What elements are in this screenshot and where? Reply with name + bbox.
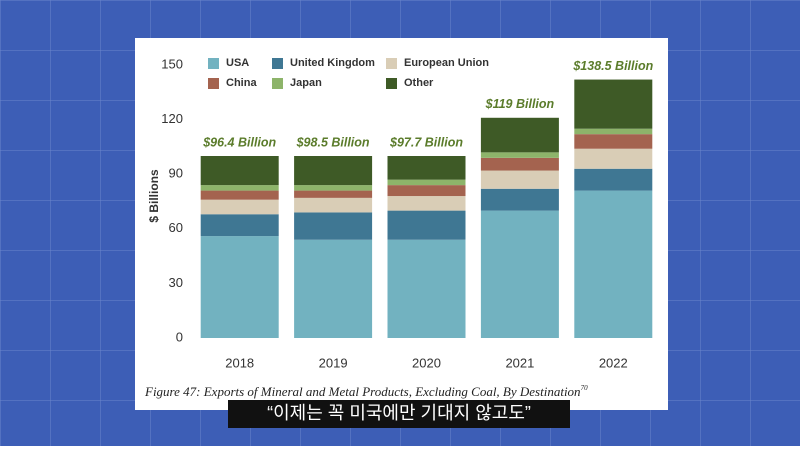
bar-segment bbox=[387, 156, 466, 180]
bar-segment bbox=[574, 168, 653, 191]
bar-segment bbox=[387, 179, 466, 186]
total-label: $119 Billion bbox=[485, 97, 555, 111]
bar-segment bbox=[294, 239, 373, 338]
legend-swatch bbox=[386, 58, 397, 69]
bar-segment bbox=[387, 210, 466, 240]
bar-segment bbox=[294, 197, 373, 213]
caption-note: 70 bbox=[581, 384, 589, 392]
legend-swatch bbox=[272, 78, 283, 89]
bar-segment bbox=[200, 199, 279, 215]
bar-segment bbox=[294, 185, 373, 191]
total-label: $97.7 Billion bbox=[389, 135, 463, 149]
bar-segment bbox=[294, 190, 373, 198]
bar-segment bbox=[200, 214, 279, 237]
y-tick-label: 150 bbox=[161, 56, 183, 71]
y-axis-label: $ Billions bbox=[147, 169, 161, 223]
legend-swatch bbox=[208, 58, 219, 69]
x-tick-label: 2021 bbox=[505, 355, 534, 370]
legend-label: China bbox=[226, 77, 257, 89]
total-label: $96.4 Billion bbox=[202, 135, 276, 149]
bar-segment bbox=[480, 152, 559, 158]
x-tick-label: 2018 bbox=[225, 355, 254, 370]
bar-segment bbox=[574, 134, 653, 149]
bar-segment bbox=[574, 128, 653, 135]
y-tick-label: 120 bbox=[161, 111, 183, 126]
figure-caption: Figure 47: Exports of Mineral and Metal … bbox=[144, 384, 588, 399]
bar-segment bbox=[387, 185, 466, 197]
x-tick-label: 2020 bbox=[412, 355, 441, 370]
subtitle-box bbox=[228, 400, 570, 428]
legend-label: USA bbox=[226, 57, 249, 69]
x-tick-label: 2022 bbox=[599, 355, 628, 370]
bar-segment bbox=[574, 148, 653, 169]
total-label: $98.5 Billion bbox=[296, 135, 370, 149]
bar-segment bbox=[480, 210, 559, 338]
legend-swatch bbox=[386, 78, 397, 89]
legend-swatch bbox=[208, 78, 219, 89]
subtitle: “이제는 꼭 미국에만 기대지 않고도” bbox=[267, 403, 531, 423]
x-tick-label: 2019 bbox=[319, 355, 348, 370]
bar-segment bbox=[480, 188, 559, 211]
legend-swatch bbox=[272, 58, 283, 69]
y-tick-label: 90 bbox=[169, 166, 183, 181]
bar-segment bbox=[574, 79, 653, 129]
bar-segment bbox=[480, 157, 559, 171]
legend-label: United Kingdom bbox=[290, 57, 375, 69]
bar-segment bbox=[200, 156, 279, 186]
caption-text: Figure 47: Exports of Mineral and Metal … bbox=[144, 384, 581, 399]
legend-label: Other bbox=[404, 77, 434, 89]
bar-segment bbox=[480, 170, 559, 189]
y-tick-label: 60 bbox=[169, 220, 183, 235]
bar-segment bbox=[200, 236, 279, 338]
bar-segment bbox=[387, 196, 466, 211]
y-tick-label: 0 bbox=[176, 329, 183, 344]
bar-segment bbox=[294, 156, 373, 186]
bar-segment bbox=[480, 117, 559, 153]
bar-segment bbox=[200, 190, 279, 200]
total-label: $138.5 Billion bbox=[572, 59, 653, 73]
legend-label: European Union bbox=[404, 57, 489, 69]
bar-segment bbox=[574, 190, 653, 338]
y-tick-label: 30 bbox=[169, 275, 183, 290]
bar-segment bbox=[387, 239, 466, 338]
bar-segment bbox=[294, 212, 373, 240]
bar-segment bbox=[200, 185, 279, 191]
legend-label: Japan bbox=[290, 77, 322, 89]
